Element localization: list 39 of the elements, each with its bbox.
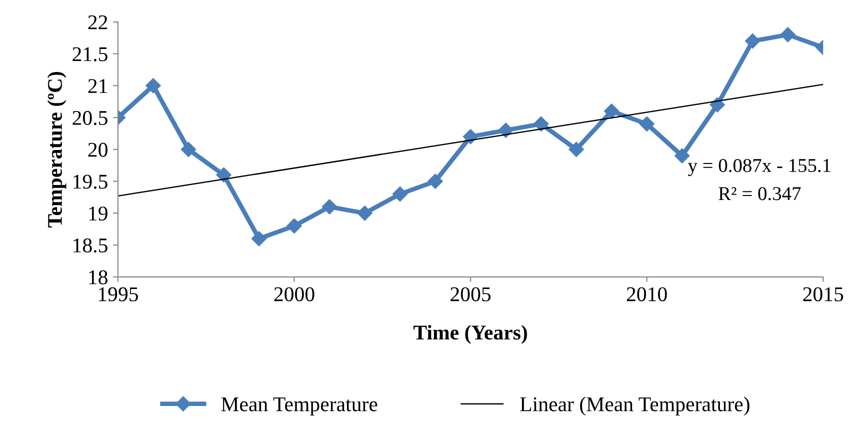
annotation: R² = 0.347	[718, 187, 801, 200]
x-tick-label: 2005	[450, 287, 491, 302]
point	[286, 218, 302, 234]
y-tick-label: 20.5	[72, 110, 108, 126]
y-tick-label: 18	[89, 270, 108, 284]
point	[745, 33, 760, 49]
point	[392, 186, 408, 202]
annotation: y = 0.087x - 155.1	[688, 158, 830, 176]
legend-label: Linear (Mean Temperature)	[520, 396, 750, 416]
point	[146, 78, 161, 94]
point	[428, 174, 443, 189]
point	[251, 231, 267, 246]
point	[674, 148, 690, 164]
x-tick-label: 2000	[274, 287, 314, 302]
point	[322, 199, 338, 214]
point	[498, 122, 514, 138]
y-tick-label: 21	[88, 79, 107, 93]
x-tick-label: 2015	[803, 287, 844, 302]
y-tick-label: 18.5	[74, 238, 108, 253]
y-axis-title: Temperature (ºC)	[47, 72, 66, 228]
point	[710, 97, 725, 112]
point	[462, 129, 478, 144]
point	[357, 206, 372, 221]
point	[639, 116, 654, 132]
point	[568, 142, 584, 157]
x-axis-title: Time (Years)	[413, 324, 527, 344]
point	[180, 142, 196, 157]
y-tick-label: 19	[89, 206, 108, 221]
x-tick-label: 2010	[626, 287, 667, 302]
x-tick-label: 1995	[98, 287, 138, 302]
y-tick-label: 19.5	[74, 174, 108, 189]
y-tick-label: 21.5	[72, 47, 108, 62]
point	[780, 27, 796, 42]
y-tick-label: 20	[88, 142, 108, 157]
point	[604, 104, 620, 119]
legend-label: Mean Temperature	[221, 397, 378, 416]
point	[216, 167, 232, 182]
point	[533, 116, 549, 132]
y-tick-label: 22	[88, 15, 108, 30]
